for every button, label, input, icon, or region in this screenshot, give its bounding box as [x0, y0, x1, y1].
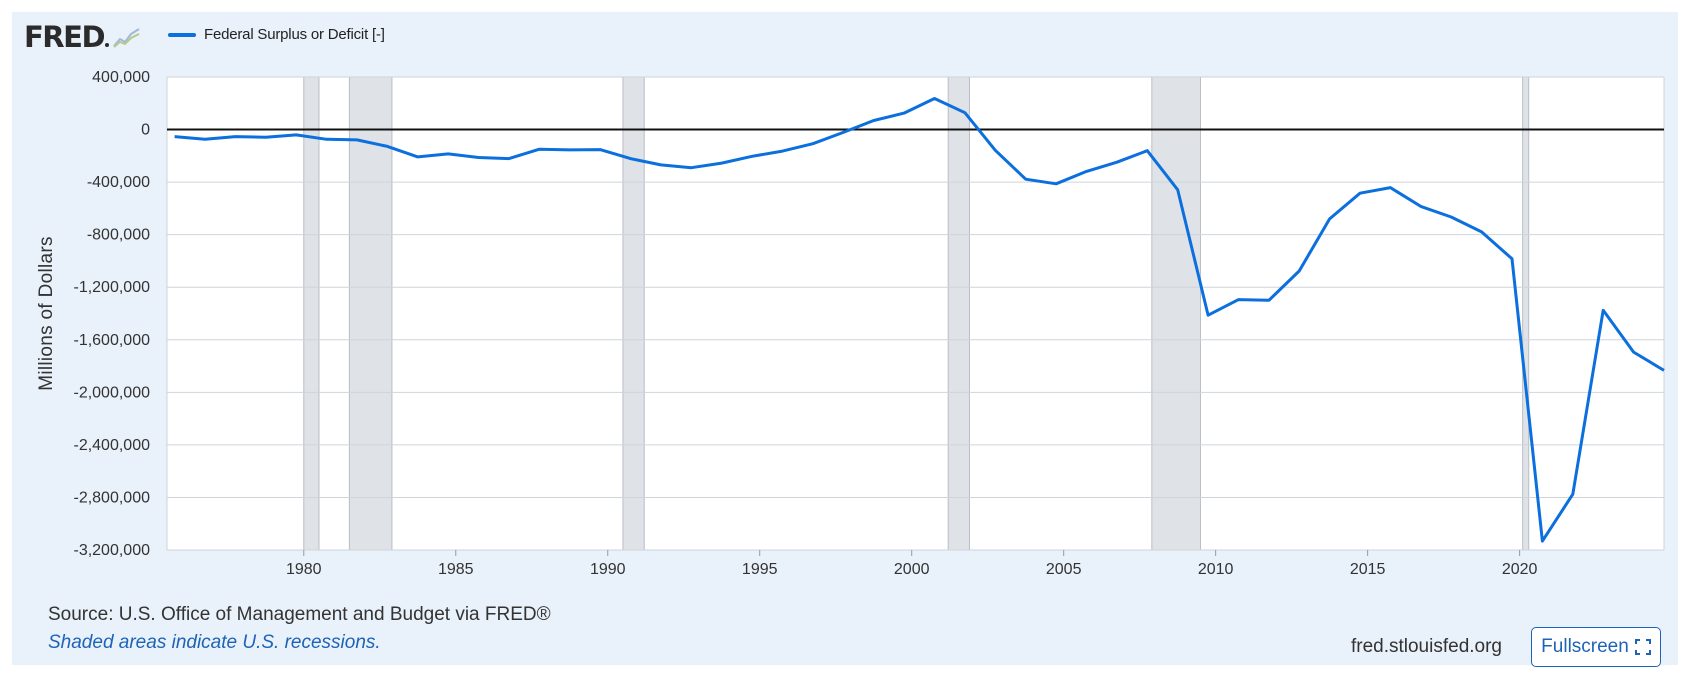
y-axis-label: Millions of Dollars: [36, 236, 57, 391]
line-chart-icon: [113, 28, 140, 48]
y-tick-label: -1,200,000: [73, 279, 150, 296]
gridlines: [166, 76, 1665, 551]
y-tick-label: -2,800,000: [73, 489, 150, 506]
x-tick-labels: 1980 1985 1990 1995 2000 2005 2010 2015 2020: [286, 550, 1538, 578]
series-line: [174, 97, 1665, 543]
y-tick-labels: 400,000 0 -400,000 -800,000 -1,200,000 -1,600…: [73, 69, 150, 559]
logo-text: FRED: [24, 20, 106, 54]
legend-label: Federal Surplus or Deficit [-]: [204, 26, 385, 43]
recession-band: [348, 76, 393, 551]
source-text: Source: U.S. Office of Management and Bu…: [48, 604, 551, 625]
fullscreen-button[interactable]: Fullscreen: [1531, 627, 1661, 667]
expand-icon: [1634, 639, 1651, 655]
fullscreen-label: Fullscreen: [1541, 636, 1629, 657]
x-tick-label: 1995: [742, 561, 778, 578]
y-tick-label: -1,600,000: [73, 332, 150, 349]
series-layer: [174, 97, 1665, 543]
x-tick-label: 2010: [1198, 561, 1234, 578]
recession-note: Shaded areas indicate U.S. recessions.: [48, 632, 381, 653]
y-tick-label: -2,000,000: [73, 384, 150, 401]
y-tick-label: -800,000: [87, 227, 150, 244]
y-tick-label: 400,000: [92, 69, 150, 86]
recession-band: [303, 76, 320, 551]
recession-band: [1151, 76, 1201, 551]
x-tick-label: 2005: [1046, 561, 1082, 578]
y-tick-label: -400,000: [87, 174, 150, 191]
recession-band: [622, 76, 645, 551]
x-tick-label: 2015: [1350, 561, 1386, 578]
y-tick-label: -2,400,000: [73, 437, 150, 454]
y-tick-label: 0: [141, 122, 150, 139]
legend-swatch: [168, 32, 196, 37]
line-chart: 400,000 0 -400,000 -800,000 -1,200,000 -1,600…: [36, 69, 1665, 578]
recession-band: [947, 76, 970, 551]
fred-logo[interactable]: FRED: [24, 20, 141, 54]
recession-bands: [303, 76, 1530, 551]
x-tick-label: 1990: [590, 561, 626, 578]
x-tick-label: 1980: [286, 561, 322, 578]
x-tick-label: 2000: [894, 561, 930, 578]
x-tick-label: 1985: [438, 561, 474, 578]
y-tick-label: -3,200,000: [73, 542, 150, 559]
logo-dot: [105, 43, 110, 47]
legend: Federal Surplus or Deficit [-]: [168, 26, 385, 43]
recession-band: [1522, 76, 1530, 551]
x-tick-label: 2020: [1502, 561, 1538, 578]
site-url[interactable]: fred.stlouisfed.org: [1350, 636, 1502, 657]
